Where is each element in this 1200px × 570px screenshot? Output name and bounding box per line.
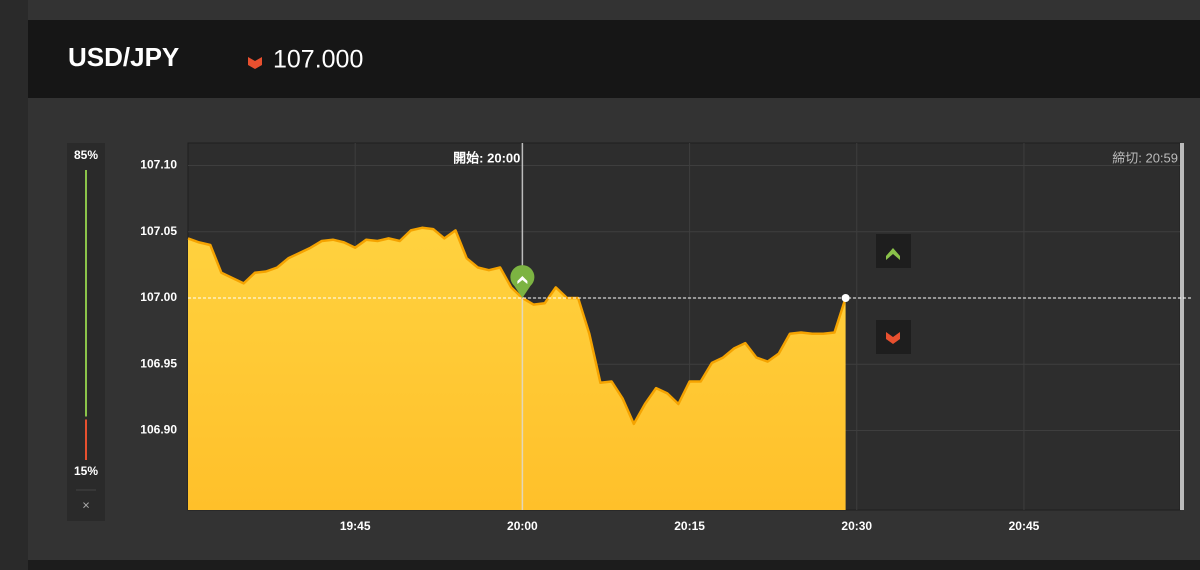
top-strip xyxy=(28,0,1200,20)
x-tick-label: 20:30 xyxy=(841,519,872,533)
x-tick-label: 19:45 xyxy=(340,519,371,533)
close-button[interactable]: × xyxy=(82,497,90,512)
up-icon xyxy=(886,248,900,260)
symbol: USD/JPY xyxy=(68,42,179,72)
end-label: 締切: 20:59 xyxy=(1112,150,1178,165)
y-tick-label: 106.90 xyxy=(140,423,177,437)
up-button[interactable] xyxy=(876,234,911,268)
start-label: 開始: 20:00 xyxy=(453,150,520,165)
down-button[interactable] xyxy=(876,320,911,354)
down-icon-2 xyxy=(886,332,900,344)
y-tick-label: 107.05 xyxy=(140,224,177,238)
x-tick-label: 20:15 xyxy=(674,519,705,533)
bottom-strip xyxy=(28,560,1200,570)
y-tick-label: 107.10 xyxy=(140,158,177,172)
current-point xyxy=(841,294,850,303)
header-bar xyxy=(28,20,1200,98)
sentiment-down-label: 15% xyxy=(74,464,98,478)
deadline-bar xyxy=(1180,143,1184,510)
sentiment-up-label: 85% xyxy=(74,148,98,162)
y-tick-label: 106.95 xyxy=(140,356,177,370)
x-tick-label: 20:00 xyxy=(507,519,538,533)
price: 107.000 xyxy=(273,46,363,74)
price-line xyxy=(187,226,847,426)
area xyxy=(188,227,846,511)
y-tick-label: 107.00 xyxy=(140,290,177,304)
entry-marker xyxy=(510,265,535,299)
down-icon xyxy=(248,57,262,69)
x-tick-label: 20:45 xyxy=(1009,519,1040,533)
entry-icon xyxy=(517,276,528,285)
